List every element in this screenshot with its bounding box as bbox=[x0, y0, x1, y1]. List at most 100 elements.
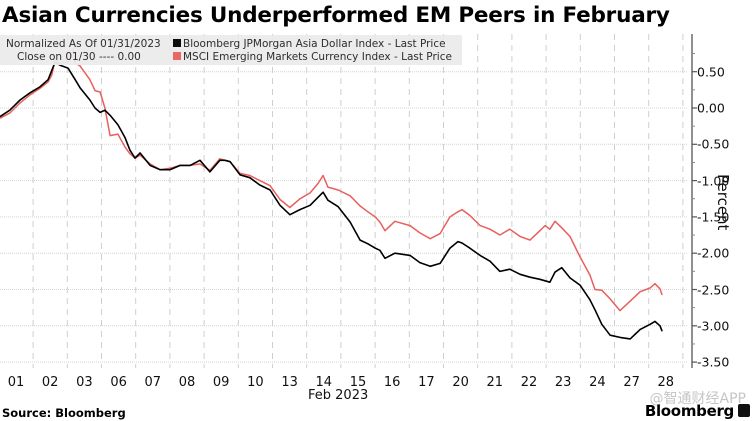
data-point-asia-dollar bbox=[224, 159, 226, 161]
legend-swatch-black bbox=[173, 39, 181, 47]
data-point-msci-em bbox=[29, 94, 31, 96]
x-tick-label: 06 bbox=[110, 375, 127, 390]
x-tick-label: 03 bbox=[76, 375, 93, 390]
x-tick-label: 17 bbox=[418, 375, 435, 390]
data-point-asia-dollar bbox=[199, 159, 201, 161]
data-point-msci-em bbox=[309, 192, 311, 194]
bloomberg-terminal-icon bbox=[738, 404, 750, 417]
data-point-msci-em bbox=[594, 288, 596, 291]
data-point-asia-dollar bbox=[419, 262, 421, 264]
data-point-asia-dollar bbox=[457, 241, 459, 243]
data-point-asia-dollar bbox=[94, 107, 96, 109]
data-point-asia-dollar bbox=[469, 247, 471, 249]
data-point-asia-dollar bbox=[461, 242, 463, 244]
data-point-msci-em bbox=[289, 206, 291, 209]
data-point-asia-dollar bbox=[269, 189, 271, 191]
data-point-asia-dollar bbox=[589, 299, 591, 301]
data-point-msci-em bbox=[419, 232, 421, 234]
data-point-msci-em bbox=[139, 154, 141, 156]
data-point-asia-dollar bbox=[359, 239, 361, 241]
x-gridlines bbox=[32, 34, 684, 368]
x-tick-label: 02 bbox=[41, 375, 59, 390]
data-point-msci-em bbox=[374, 216, 376, 218]
data-point-asia-dollar bbox=[79, 87, 81, 89]
data-point-msci-em bbox=[317, 182, 319, 185]
data-point-msci-em bbox=[117, 133, 119, 135]
data-point-msci-em bbox=[661, 294, 663, 296]
x-tick-label: 27 bbox=[623, 375, 640, 390]
data-point-msci-em bbox=[327, 186, 329, 188]
data-point-msci-em bbox=[199, 163, 201, 165]
data-point-asia-dollar bbox=[561, 267, 563, 269]
data-point-asia-dollar bbox=[74, 79, 76, 81]
data-point-asia-dollar bbox=[149, 164, 151, 166]
data-point-msci-em bbox=[299, 198, 301, 200]
data-point-asia-dollar bbox=[601, 323, 603, 325]
data-point-asia-dollar bbox=[549, 281, 551, 283]
data-point-asia-dollar bbox=[9, 109, 11, 111]
data-point-asia-dollar bbox=[654, 320, 656, 322]
data-point-asia-dollar bbox=[649, 323, 651, 325]
data-point-asia-dollar bbox=[104, 109, 106, 111]
data-point-asia-dollar bbox=[279, 204, 281, 206]
data-point-msci-em bbox=[269, 185, 271, 187]
x-tick-label: 20 bbox=[452, 375, 469, 390]
data-point-asia-dollar bbox=[229, 161, 231, 163]
x-tick-label: 21 bbox=[486, 375, 504, 390]
x-tick-label: 09 bbox=[212, 375, 230, 390]
data-point-asia-dollar bbox=[529, 276, 531, 278]
data-point-msci-em bbox=[579, 256, 581, 258]
data-point-asia-dollar bbox=[179, 164, 181, 166]
legend-normalized-label: Normalized As Of 01/31/2023 bbox=[6, 38, 161, 50]
series-layer bbox=[0, 49, 663, 340]
data-point-msci-em bbox=[529, 239, 531, 241]
x-axis-label: Feb 2023 bbox=[308, 388, 369, 403]
data-point-asia-dollar bbox=[299, 209, 301, 211]
data-point-asia-dollar bbox=[569, 277, 571, 279]
data-point-asia-dollar bbox=[47, 79, 49, 81]
data-point-asia-dollar bbox=[309, 204, 311, 206]
data-point-msci-em bbox=[461, 209, 463, 211]
y-tick-label: -2.00 bbox=[697, 245, 730, 261]
data-point-asia-dollar bbox=[619, 336, 621, 338]
x-tick-label: 13 bbox=[281, 375, 298, 390]
data-point-msci-em bbox=[51, 74, 53, 76]
data-point-asia-dollar bbox=[519, 273, 521, 275]
data-point-msci-em bbox=[47, 81, 49, 83]
data-point-msci-em bbox=[322, 174, 324, 177]
data-point-asia-dollar bbox=[479, 254, 481, 256]
x-tick-label: 28 bbox=[657, 375, 675, 390]
data-point-asia-dollar bbox=[409, 254, 411, 256]
y-tick-label: 0.00 bbox=[697, 100, 725, 116]
data-point-msci-em bbox=[619, 310, 621, 312]
y-axis-label: Percent bbox=[714, 174, 732, 231]
x-tick-label: 14 bbox=[315, 375, 333, 390]
data-point-msci-em bbox=[659, 288, 661, 290]
data-point-asia-dollar bbox=[489, 260, 491, 262]
x-tick-label: 08 bbox=[178, 375, 196, 390]
data-point-msci-em bbox=[554, 220, 556, 222]
data-point-msci-em bbox=[79, 65, 81, 67]
x-tick-label: 23 bbox=[554, 375, 572, 390]
data-point-msci-em bbox=[367, 211, 369, 213]
data-point-asia-dollar bbox=[239, 174, 241, 176]
x-tick-label: 07 bbox=[144, 375, 162, 390]
data-point-asia-dollar bbox=[337, 206, 339, 208]
data-point-asia-dollar bbox=[594, 309, 596, 311]
data-point-asia-dollar bbox=[554, 271, 556, 273]
data-point-asia-dollar bbox=[509, 268, 511, 270]
data-point-msci-em bbox=[279, 198, 281, 201]
data-point-msci-em bbox=[544, 225, 546, 227]
data-point-asia-dollar bbox=[67, 67, 69, 69]
series-line-msci-em bbox=[0, 49, 663, 312]
legend-entry-msci-em[interactable]: MSCI Emerging Markets Currency Index - L… bbox=[173, 51, 452, 63]
data-point-asia-dollar bbox=[99, 111, 101, 113]
data-point-msci-em bbox=[89, 79, 91, 81]
data-point-msci-em bbox=[9, 112, 11, 114]
y-tick-marks bbox=[692, 53, 697, 363]
data-point-asia-dollar bbox=[384, 257, 386, 259]
legend-entry-asia-dollar[interactable]: Bloomberg JPMorgan Asia Dollar Index - L… bbox=[173, 38, 446, 50]
data-point-msci-em bbox=[99, 91, 101, 93]
y-tick-label: -3.00 bbox=[697, 318, 730, 334]
